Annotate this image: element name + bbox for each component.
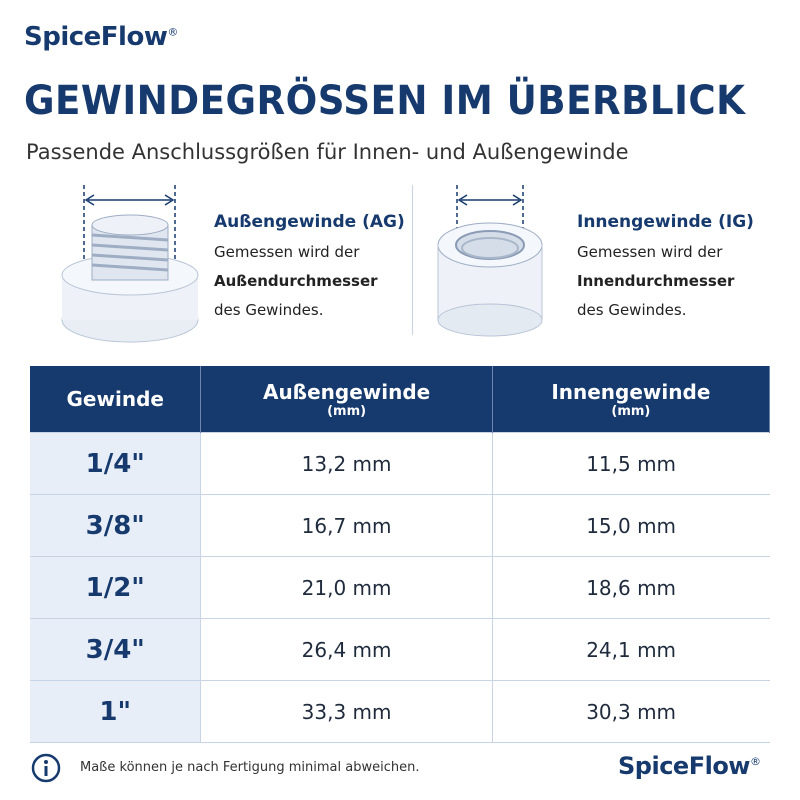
- panel-title: Außengewinde (AG): [214, 212, 405, 232]
- header-cell: Gewinde: [30, 366, 202, 433]
- table-cell: 18,6 mm: [492, 556, 770, 619]
- header-label: Außengewinde: [262, 379, 431, 404]
- table-cell: 13,2 mm: [200, 432, 493, 495]
- info-icon: [31, 753, 61, 783]
- table-cell: 26,4 mm: [200, 618, 493, 681]
- panel-ag: Außengewinde (AG) Gemessen wird der Außen…: [214, 212, 405, 325]
- table-row: 1/2" 21,0 mm 18,6 mm: [30, 556, 770, 619]
- internal-thread-icon: [437, 185, 543, 337]
- footer-note: Maße können je nach Fertigung minimal ab…: [80, 760, 420, 775]
- thread-table: Gewinde Außengewinde (mm) Innengewinde (mm) 1…: [30, 366, 771, 743]
- table-row: 1/4" 13,2 mm 11,5 mm: [30, 432, 770, 495]
- table-cell: 24,1 mm: [492, 618, 770, 681]
- panel-title: Innengewinde (IG): [577, 212, 754, 232]
- divider: [412, 185, 413, 335]
- subtitle: Passende Anschlussgrößen für Innen- und …: [26, 140, 629, 164]
- panel-bold: Außendurchmesser: [214, 272, 378, 290]
- table-cell: 3/8": [30, 494, 202, 557]
- table-cell: 11,5 mm: [492, 432, 770, 495]
- table-row: 1" 33,3 mm 30,3 mm: [30, 680, 770, 743]
- header-unit: (mm): [611, 403, 651, 419]
- brand-name: SpiceFlow: [618, 752, 750, 780]
- header-cell: Innengewinde (mm): [492, 366, 771, 433]
- table-cell: 16,7 mm: [200, 494, 493, 557]
- table-row: 3/8" 16,7 mm 15,0 mm: [30, 494, 770, 557]
- header-unit: (mm): [327, 403, 367, 419]
- header-label: Innengewinde: [551, 379, 711, 404]
- table-cell: 33,3 mm: [200, 680, 493, 743]
- panel-text: Gemessen wird der: [214, 243, 360, 261]
- panel-text: des Gewindes.: [214, 301, 324, 319]
- panel-bold: Innendurchmesser: [577, 272, 735, 290]
- panel-text: Gemessen wird der: [577, 243, 723, 261]
- panel-text: des Gewindes.: [577, 301, 687, 319]
- brand-mark: ®: [167, 25, 178, 39]
- external-thread-icon: [61, 185, 199, 343]
- brand-name: SpiceFlow: [24, 22, 168, 52]
- table-cell: 21,0 mm: [200, 556, 493, 619]
- table-cell: 1": [30, 680, 202, 743]
- table-cell: 30,3 mm: [492, 680, 770, 743]
- brand-mark: ®: [749, 755, 761, 768]
- header-row: Gewinde Außengewinde (mm) Innengewinde (mm): [30, 366, 771, 433]
- table-cell: 15,0 mm: [492, 494, 770, 557]
- brand: SpiceFlow®: [24, 22, 178, 52]
- title: GEWINDEGRÖSSEN IM ÜBERBLICK: [24, 78, 746, 124]
- footer-brand: SpiceFlow®: [618, 752, 761, 780]
- table-cell: 1/2": [30, 556, 202, 619]
- table-cell: 3/4": [30, 618, 202, 681]
- panel-ig: Innengewinde (IG) Gemessen wird der Innen…: [577, 212, 754, 325]
- table-cell: 1/4": [30, 432, 202, 495]
- header-cell: Außengewinde (mm): [200, 366, 493, 433]
- header-label: Gewinde: [66, 387, 164, 411]
- table-row: 3/4" 26,4 mm 24,1 mm: [30, 618, 770, 681]
